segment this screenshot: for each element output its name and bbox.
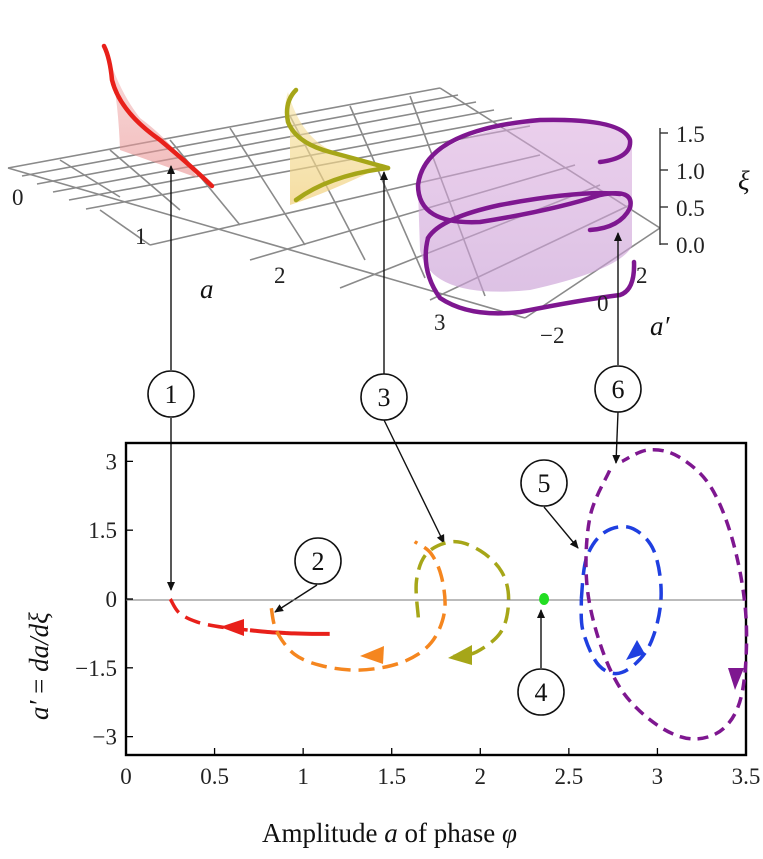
- spiral-6: [415, 117, 637, 316]
- a-tick-labels: 0 1 2 3: [12, 185, 446, 335]
- a-tick-0: 0: [12, 185, 24, 210]
- xi-tick-10: 1.0: [676, 159, 705, 184]
- a-tick-1: 1: [135, 224, 147, 249]
- equilibrium-point-4: [539, 593, 550, 605]
- xi-tick-15: 1.5: [676, 122, 705, 147]
- callout-arrows: [167, 165, 622, 668]
- surface-3: [285, 92, 385, 205]
- trajectory-5: [579, 524, 663, 676]
- curve-3a: [284, 87, 391, 171]
- x-tick-label: 1.5: [377, 764, 406, 789]
- x-tick-label: 3: [652, 764, 664, 789]
- trajectories: [168, 447, 749, 741]
- plot-frame: [124, 441, 748, 757]
- ap-tick-neg2: −2: [540, 323, 564, 348]
- callout-2: 2: [294, 537, 342, 585]
- x-tick-label: 0.5: [200, 764, 229, 789]
- xi-tick-00: 0.0: [676, 233, 705, 258]
- xi-tick-05: 0.5: [676, 196, 705, 221]
- trajectory-3: [414, 539, 511, 659]
- svg-text:6: 6: [612, 375, 625, 404]
- callout-4: 4: [517, 668, 565, 716]
- a-axis-label: a: [200, 274, 214, 304]
- callout-1: 1: [147, 370, 195, 418]
- surface-1: [106, 48, 198, 178]
- ap-tick-0: 0: [597, 291, 609, 316]
- a-tick-2: 2: [274, 263, 286, 288]
- y-ticks: 3 1.5 0 −1.5 −3: [75, 449, 133, 750]
- svg-text:5: 5: [538, 469, 551, 498]
- arrow-1: [220, 619, 244, 636]
- phase-plot: 0 0.5 1 1.5 2 2.5 3 3.5 31.50−1.5−3 a′ = da/dξ …: [24, 441, 760, 848]
- x-axis-label: Amplitude a of phase φ: [262, 818, 517, 848]
- xi-axis-label: ξ: [738, 166, 750, 196]
- svg-text:1: 1: [165, 380, 178, 409]
- ap-tick-labels: −2 0 2: [540, 263, 648, 348]
- arrow-6: [728, 668, 744, 690]
- y-tick-label: 1.5: [88, 518, 117, 543]
- surface-6: [418, 121, 632, 292]
- y-tick-label: 3: [106, 449, 118, 474]
- y-tick-label: −1.5: [75, 656, 117, 681]
- a-tick-3: 3: [434, 310, 446, 335]
- callout-5: 5: [520, 459, 568, 507]
- x-tick-label: 2.5: [554, 764, 583, 789]
- xi-axis: [659, 128, 668, 245]
- x-tick-label: 3.5: [732, 764, 761, 789]
- top-3d-panel: 0 1 2 3 a −2 0 2 a′ 1.5 1.0 0.5 0.0 ξ: [7, 43, 750, 348]
- arrow-2: [360, 646, 384, 664]
- svg-text:4: 4: [535, 678, 548, 707]
- direction-arrows: [220, 619, 744, 690]
- trajectory-6: [584, 447, 749, 741]
- ap-tick-2: 2: [636, 263, 648, 288]
- x-tick-label: 2: [475, 764, 487, 789]
- svg-text:3: 3: [378, 383, 391, 412]
- ap-axis-label: a′: [650, 311, 671, 341]
- arrow-3: [448, 645, 472, 665]
- curve-3b: [293, 165, 391, 203]
- trajectory-1b: [249, 628, 330, 636]
- x-tick-label: 0: [120, 764, 132, 789]
- arrow-5: [626, 640, 645, 660]
- svg-text:2: 2: [312, 547, 325, 576]
- y-tick-label: −3: [93, 725, 117, 750]
- x-ticks: 0 0.5 1 1.5 2 2.5 3 3.5: [120, 748, 760, 789]
- x-tick-label: 1: [297, 764, 309, 789]
- y-axis-label: a′ = da/dξ: [24, 612, 54, 720]
- curve-1: [101, 43, 215, 189]
- xi-tick-labels: 1.5 1.0 0.5 0.0: [676, 122, 705, 258]
- y-tick-label: 0: [106, 587, 118, 612]
- callout-3: 3: [360, 373, 408, 421]
- callout-6: 6: [594, 365, 642, 413]
- trajectory-2: [269, 540, 447, 672]
